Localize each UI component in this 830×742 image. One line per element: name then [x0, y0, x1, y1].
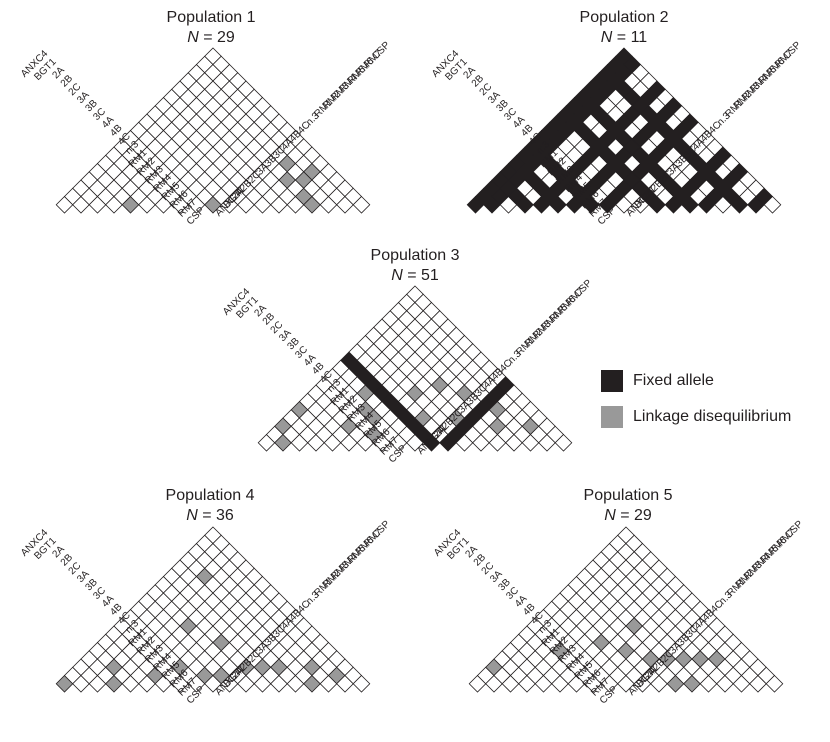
cell — [352, 674, 371, 693]
population-5-n: N = 29 — [604, 507, 652, 524]
cell — [765, 674, 784, 693]
population-1-n: N = 29 — [187, 29, 235, 46]
population-4-n: N = 36 — [186, 507, 234, 524]
population-3-matrix: ANXC4ANXC4BGT1BGT12A2A2B2B2C2C3A3A3B3B3C… — [221, 278, 595, 466]
population-2-matrix: ANXC4ANXC4BGT1BGT12A2A2B2B2C2C3A3A3B3B3C… — [430, 40, 804, 228]
population-1-name: Population 1 — [166, 9, 256, 26]
population-4-title: Population 4 N = 36 — [100, 486, 320, 526]
legend-fixed-allele: Fixed allele — [601, 370, 714, 392]
legend-fixed-swatch — [601, 370, 623, 392]
population-3-n: N = 51 — [391, 267, 439, 284]
legend-ld-label: Linkage disequilibrium — [633, 408, 792, 425]
cell — [763, 195, 782, 214]
population-2-name: Population 2 — [579, 9, 669, 26]
population-1-matrix: ANXC4ANXC4BGT1BGT12A2A2B2B2C2C3A3A3B3B3C… — [19, 40, 393, 228]
population-3-title: Population 3 N = 51 — [305, 246, 525, 286]
population-4-matrix: ANXC4ANXC4BGT1BGT12A2A2B2B2C2C3A3A3B3B3C… — [19, 519, 393, 707]
population-5-title: Population 5 N = 29 — [518, 486, 738, 526]
cell — [352, 195, 371, 214]
population-5-name: Population 5 — [583, 487, 673, 504]
legend-fixed-label: Fixed allele — [633, 372, 714, 389]
locus-label-right: CSP — [370, 519, 393, 542]
locus-label-right: CSP — [781, 40, 804, 63]
legend-ld-swatch — [601, 406, 623, 428]
locus-label-right: CSP — [572, 278, 595, 301]
population-2-title: Population 2 N = 11 — [514, 8, 734, 48]
population-5-matrix: ANXC4ANXC4BGT1BGT12A2A2B2B2C2C3A3A3B3B3C… — [432, 519, 806, 707]
population-2-n: N = 11 — [600, 29, 648, 46]
locus-label-right: CSP — [370, 40, 393, 63]
population-1-title: Population 1 N = 29 — [101, 8, 321, 48]
cell — [554, 433, 573, 452]
legend-linkage-disequilibrium: Linkage disequilibrium — [601, 406, 791, 428]
population-3-name: Population 3 — [370, 247, 460, 264]
locus-label-right: CSP — [783, 519, 806, 542]
population-4-name: Population 4 — [165, 487, 255, 504]
